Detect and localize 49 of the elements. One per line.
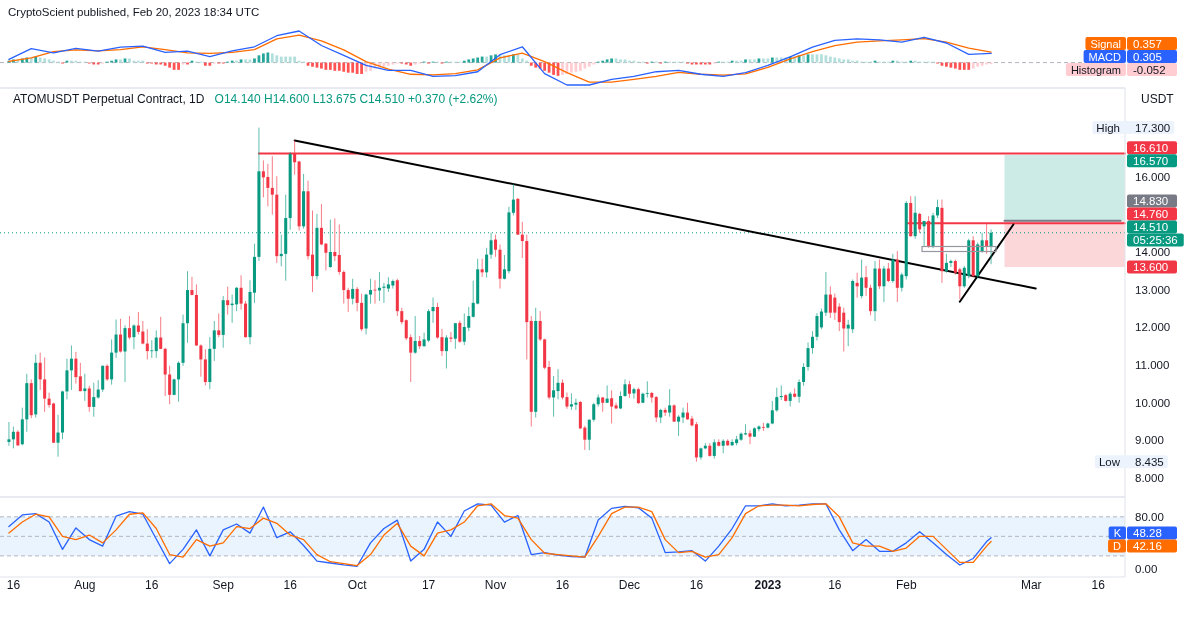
chart-title: ATOMUSDT Perpetual Contract, 1D (13, 92, 205, 106)
y-tick-label: 11.000 (1135, 359, 1170, 372)
x-tick-label: Feb (895, 578, 917, 592)
x-tick-label: Mar (1020, 578, 1042, 592)
legend-label: D (1113, 540, 1122, 553)
y-tick-label: 80.00 (1135, 510, 1164, 523)
y-tick-label: 13.000 (1135, 283, 1171, 296)
y-tick-label: 8.000 (1135, 472, 1164, 485)
text: 48.28 (1133, 527, 1162, 540)
x-tick-label: Nov (484, 578, 507, 592)
x-tick-label: Oct (347, 578, 368, 592)
band-label: 16.570 (1133, 154, 1169, 167)
legend-label: K (1113, 527, 1122, 540)
text: -0.052 (1133, 63, 1166, 76)
data-label: 14.830 (1133, 195, 1169, 208)
band-label: 13.600 (1133, 261, 1169, 274)
x-tick-label: 16 (283, 578, 298, 592)
text: 05:25:36 (1133, 234, 1178, 247)
text: CryptoScient published, Feb 20, 2023 18:34 UTC (8, 6, 260, 18)
y-axis-title: USDT (1141, 92, 1175, 106)
legend-label: Signal (1090, 37, 1121, 50)
data-label: 16.610 (1133, 141, 1169, 154)
text: 0.305 (1133, 50, 1162, 63)
x-tick-label: 16 (689, 578, 704, 592)
y-tick-label: 9.000 (1135, 434, 1164, 447)
x-tick-label: 16 (1091, 578, 1106, 592)
y-tick-label: 0.00 (1135, 562, 1158, 575)
text: 0.357 (1133, 37, 1162, 50)
y-tick-label: 14.000 (1135, 245, 1171, 258)
y-tick-label: 16.000 (1135, 170, 1171, 183)
y-tick-label: 10.000 (1135, 396, 1171, 409)
text: 42.16 (1133, 540, 1162, 553)
x-tick-label: Sep (212, 578, 235, 592)
x-tick-label: 16 (555, 578, 570, 592)
x-tick-label: 16 (6, 578, 21, 592)
x-tick-label: 16 (145, 578, 159, 592)
x-tick-label: 17 (421, 578, 436, 592)
data-label: 14.760 (1133, 208, 1169, 221)
x-tick-label: 16 (828, 578, 842, 592)
annotation: Low 8.435 (1098, 455, 1164, 468)
chart-subtitle: O14.140 H14.600 L13.675 C14.510 +0.370 (+2.62%) (214, 92, 498, 106)
x-tick-label: Dec (618, 578, 641, 592)
legend-label: MACD (1088, 50, 1122, 63)
ref-line-label: 14.510 (1133, 221, 1169, 234)
legend-label: Histogram (1070, 63, 1121, 76)
x-tick-label: Aug (74, 578, 96, 592)
y-tick-label: 12.000 (1135, 321, 1171, 334)
x-tick-label: 2023 (754, 578, 782, 592)
annotation: High 17.300 (1096, 121, 1171, 134)
